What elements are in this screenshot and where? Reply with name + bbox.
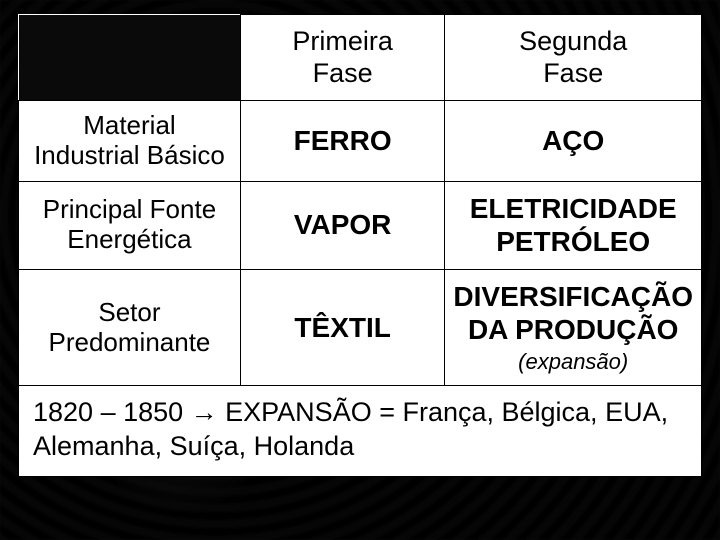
table-row: Material Industrial Básico FERRO AÇO bbox=[19, 100, 702, 181]
cell-material-phase1: FERRO bbox=[240, 100, 445, 181]
cell-energy-phase1: VAPOR bbox=[240, 181, 445, 269]
col-header-phase1-line1: PrimeiraFase bbox=[292, 26, 393, 88]
col-header-phase2: SegundaFase bbox=[445, 15, 702, 101]
slide-content: PrimeiraFase SegundaFase Material Indust… bbox=[0, 0, 720, 540]
col-header-phase1: PrimeiraFase bbox=[240, 15, 445, 101]
row-label-material: Material Industrial Básico bbox=[19, 100, 241, 181]
cell-sector-phase2-sub: (expansão) bbox=[453, 349, 693, 375]
cell-energy-phase2: ELETRICIDADE PETRÓLEO bbox=[445, 181, 702, 269]
table-corner-blank bbox=[19, 15, 241, 101]
cell-sector-phase2-main: DIVERSIFICAÇÃO DA PRODUÇÃO bbox=[453, 281, 693, 346]
row-label-energy: Principal Fonte Energética bbox=[19, 181, 241, 269]
table-row: Principal Fonte Energética VAPOR ELETRIC… bbox=[19, 181, 702, 269]
cell-sector-phase2: DIVERSIFICAÇÃO DA PRODUÇÃO (expansão) bbox=[445, 269, 702, 386]
cell-material-phase2: AÇO bbox=[445, 100, 702, 181]
comparison-table: PrimeiraFase SegundaFase Material Indust… bbox=[18, 14, 702, 386]
table-header-row: PrimeiraFase SegundaFase bbox=[19, 15, 702, 101]
row-label-sector: Setor Predominante bbox=[19, 269, 241, 386]
footnote-expansion: 1820 – 1850 → EXPANSÃO = França, Bélgica… bbox=[18, 386, 702, 477]
col-header-phase2-line1: SegundaFase bbox=[519, 26, 627, 88]
cell-sector-phase1: TÊXTIL bbox=[240, 269, 445, 386]
table-row: Setor Predominante TÊXTIL DIVERSIFICAÇÃO… bbox=[19, 269, 702, 386]
